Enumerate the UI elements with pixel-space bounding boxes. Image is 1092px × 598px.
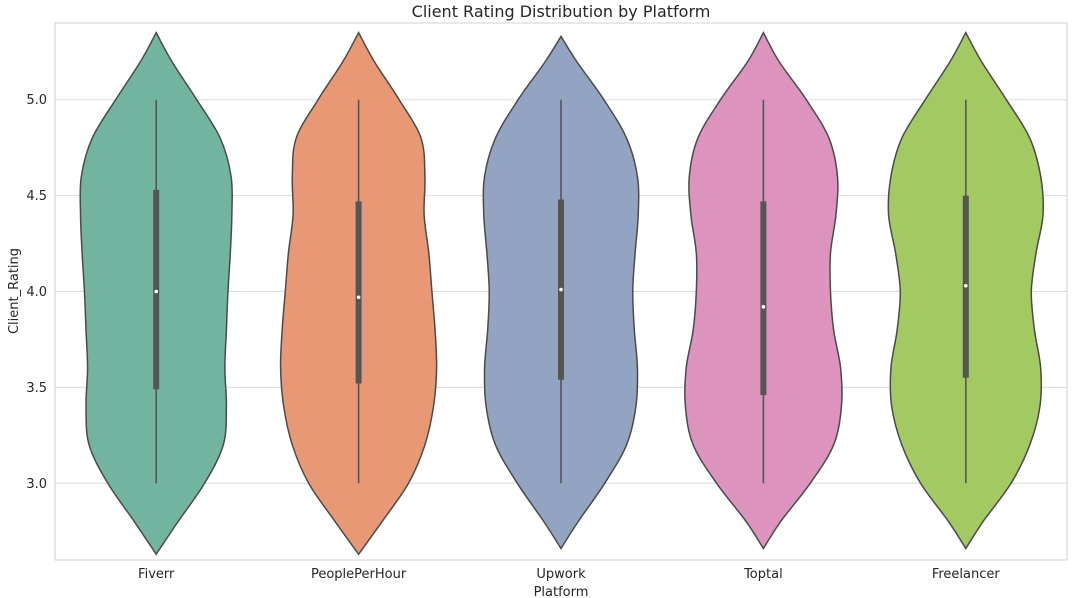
x-tick-label: PeoplePerHour — [311, 567, 407, 582]
violin-toptal — [684, 31, 843, 550]
violin-freelancer — [887, 31, 1045, 550]
y-tick-label: 3.0 — [26, 477, 47, 492]
y-tick-label: 4.5 — [26, 189, 47, 204]
x-tick-label: Freelancer — [932, 567, 1001, 582]
violin-fiverr — [79, 31, 233, 556]
x-axis-ticks: Fiverr PeoplePerHour Upwork Toptal Freelance… — [138, 567, 1000, 582]
violin-upwork — [482, 35, 640, 550]
violin-median-point — [154, 289, 158, 294]
violin-peopleperhour — [279, 31, 438, 556]
y-axis-ticks: 3.0 3.5 4.0 4.5 5.0 — [26, 93, 47, 492]
violin-median-point — [356, 295, 361, 300]
violin-median-point — [761, 305, 766, 309]
x-axis-label: Platform — [534, 585, 589, 598]
y-tick-label: 3.5 — [26, 381, 47, 396]
x-tick-label: Upwork — [536, 567, 586, 582]
violin-median-point — [964, 283, 968, 288]
y-tick-label: 4.0 — [26, 285, 47, 300]
x-tick-label: Fiverr — [138, 567, 175, 582]
y-axis-label: Client_Rating — [7, 248, 22, 334]
violins — [79, 31, 1045, 556]
y-tick-label: 5.0 — [26, 93, 47, 108]
plot-frame — [54, 22, 1068, 561]
chart-title: Client Rating Distribution by Platform — [412, 2, 711, 21]
violin-median-point — [559, 287, 563, 292]
x-tick-label: Toptal — [743, 567, 783, 582]
